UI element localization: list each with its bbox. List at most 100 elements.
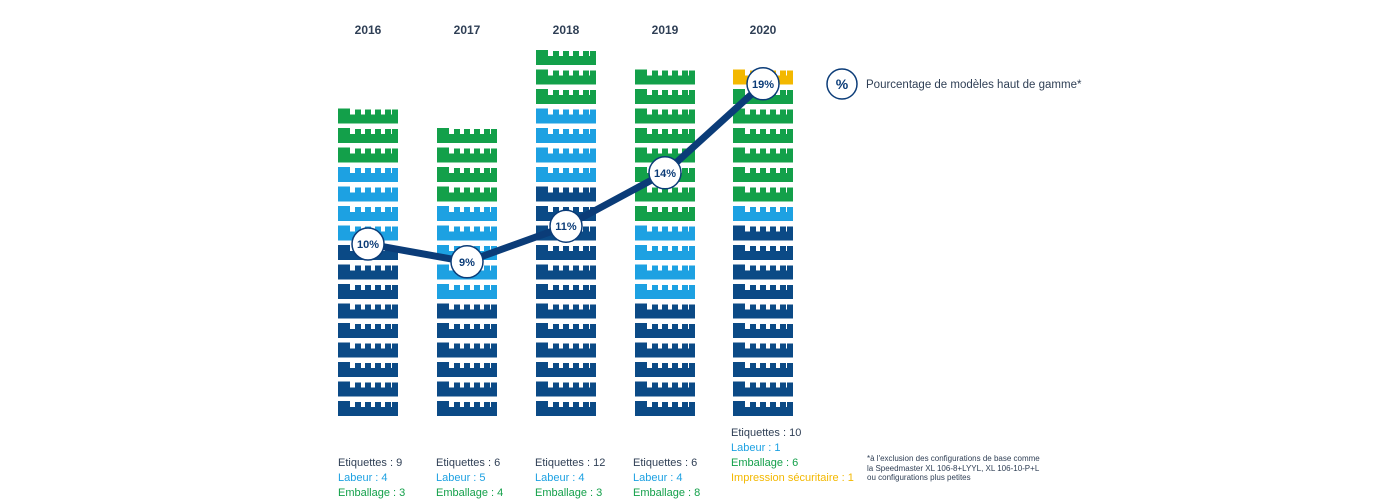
printing-press-icon — [437, 342, 497, 358]
printing-press-icon — [338, 167, 398, 182]
printing-press-icon — [437, 167, 497, 182]
category-count-block: Etiquettes : 6 Labeur : 5 Emballage : 4 — [436, 456, 503, 501]
printing-press-icon — [635, 303, 695, 319]
printing-press-icon — [338, 401, 398, 416]
category-count-label: Emballage : 4 — [436, 487, 504, 499]
printing-press-icon — [635, 284, 695, 299]
footnote-line: ou configurations plus petites — [867, 473, 971, 482]
percent-icon: % — [836, 76, 849, 92]
percentage-label: 10% — [357, 239, 379, 251]
printing-press-icon — [338, 303, 398, 319]
year-labels: 2016 2017 2018 2019 2020 — [355, 23, 777, 37]
category-count-label: Labeur : 4 — [535, 472, 585, 484]
legend-label: Pourcentage de modèles haut de gamme* — [866, 79, 1082, 91]
printing-press-icon — [437, 381, 497, 397]
printing-press-icon — [338, 284, 398, 299]
percentage-marker: 9% — [450, 245, 484, 279]
printing-press-icon — [536, 342, 596, 358]
percentage-marker: 19% — [746, 67, 780, 101]
footnote-line: *à l'exclusion des configurations de bas… — [867, 454, 1040, 463]
printing-press-icon — [635, 323, 695, 338]
printing-press-icon — [536, 50, 596, 65]
category-count-label: Etiquettes : 12 — [535, 457, 606, 469]
category-count-label: Emballage : 3 — [535, 487, 603, 499]
category-count-label: Etiquettes : 6 — [436, 457, 501, 469]
category-count-block: Etiquettes : 10 Labeur : 1 Emballage : 6 Im… — [731, 426, 854, 486]
printing-press-icon — [536, 147, 596, 163]
printing-press-icon — [536, 264, 596, 280]
printing-press-icon — [635, 264, 695, 280]
printing-press-icon — [733, 362, 793, 377]
printing-press-icon — [635, 401, 695, 416]
printing-press-icon — [437, 401, 497, 416]
printing-press-icon — [635, 206, 695, 221]
printing-press-icon — [733, 264, 793, 280]
category-count-label: Labeur : 4 — [633, 472, 683, 484]
category-count-label: Labeur : 1 — [731, 442, 781, 454]
printing-press-icon — [437, 284, 497, 299]
percentage-label: 9% — [459, 257, 475, 269]
printing-press-icon — [437, 128, 497, 143]
printing-press-icon — [338, 342, 398, 358]
printing-press-icon — [338, 147, 398, 163]
printing-press-icon — [437, 362, 497, 377]
printing-press-icon — [733, 186, 793, 202]
printing-press-icon — [635, 128, 695, 143]
category-count-label: Impression sécuritaire : 1 — [731, 472, 854, 484]
percentage-marker: 11% — [549, 209, 583, 243]
printing-press-icon — [536, 89, 596, 104]
category-count-label: Labeur : 5 — [436, 472, 486, 484]
printing-press-icon — [536, 401, 596, 416]
printing-press-icon — [536, 108, 596, 124]
category-count-label: Etiquettes : 10 — [731, 427, 802, 439]
printing-press-icon — [437, 206, 497, 221]
footnote: *à l'exclusion des configurations de bas… — [867, 454, 1067, 483]
printing-press-icon — [536, 186, 596, 202]
printing-press-icon — [338, 186, 398, 202]
category-count-block: Etiquettes : 9 Labeur : 4 Emballage : 3 — [338, 456, 405, 501]
printing-press-icon — [733, 245, 793, 260]
legend: % Pourcentage de modèles haut de gamme* — [826, 68, 1082, 100]
printing-press-icon — [733, 206, 793, 221]
printing-press-icon — [733, 147, 793, 163]
printing-press-icon — [733, 401, 793, 416]
percentage-marker: 14% — [648, 156, 682, 190]
printing-press-icon — [635, 89, 695, 104]
printing-press-icon — [437, 186, 497, 202]
printing-press-icon — [635, 108, 695, 124]
printing-press-icon — [733, 167, 793, 182]
percentage-marker: 10% — [351, 227, 385, 261]
percentage-label: 14% — [654, 168, 676, 180]
printing-press-icon — [338, 264, 398, 280]
category-count-label: Etiquettes : 9 — [338, 457, 403, 469]
printing-press-icon — [635, 69, 695, 85]
percentage-label: 19% — [752, 79, 774, 91]
printing-press-icon — [733, 323, 793, 338]
footnote-line: la Speedmaster XL 106-8+LYYL, XL 106-10-… — [867, 463, 1040, 473]
year-label: 2018 — [553, 23, 580, 37]
printing-press-icon — [437, 303, 497, 319]
printing-press-icon — [338, 206, 398, 221]
year-label: 2019 — [652, 23, 679, 37]
category-count-label: Emballage : 3 — [338, 487, 406, 499]
printing-press-icon — [536, 284, 596, 299]
printing-press-icon — [437, 323, 497, 338]
year-label: 2017 — [454, 23, 481, 37]
category-count-label: Etiquettes : 6 — [633, 457, 698, 469]
printing-press-icon — [536, 381, 596, 397]
printing-press-icon — [733, 108, 793, 124]
printing-press-icon — [338, 323, 398, 338]
printing-press-icon — [536, 128, 596, 143]
category-count-label: Labeur : 4 — [338, 472, 388, 484]
printing-press-icon — [733, 128, 793, 143]
printing-press-icon — [536, 323, 596, 338]
category-count-label: Emballage : 8 — [633, 487, 701, 499]
printing-press-icon — [733, 342, 793, 358]
printing-press-icon — [635, 381, 695, 397]
printing-press-icon — [733, 225, 793, 241]
year-label: 2016 — [355, 23, 382, 37]
stacked-bars — [338, 50, 793, 416]
printing-press-icon — [635, 342, 695, 358]
category-count-block: Etiquettes : 6 Labeur : 4 Emballage : 8 — [633, 456, 700, 501]
